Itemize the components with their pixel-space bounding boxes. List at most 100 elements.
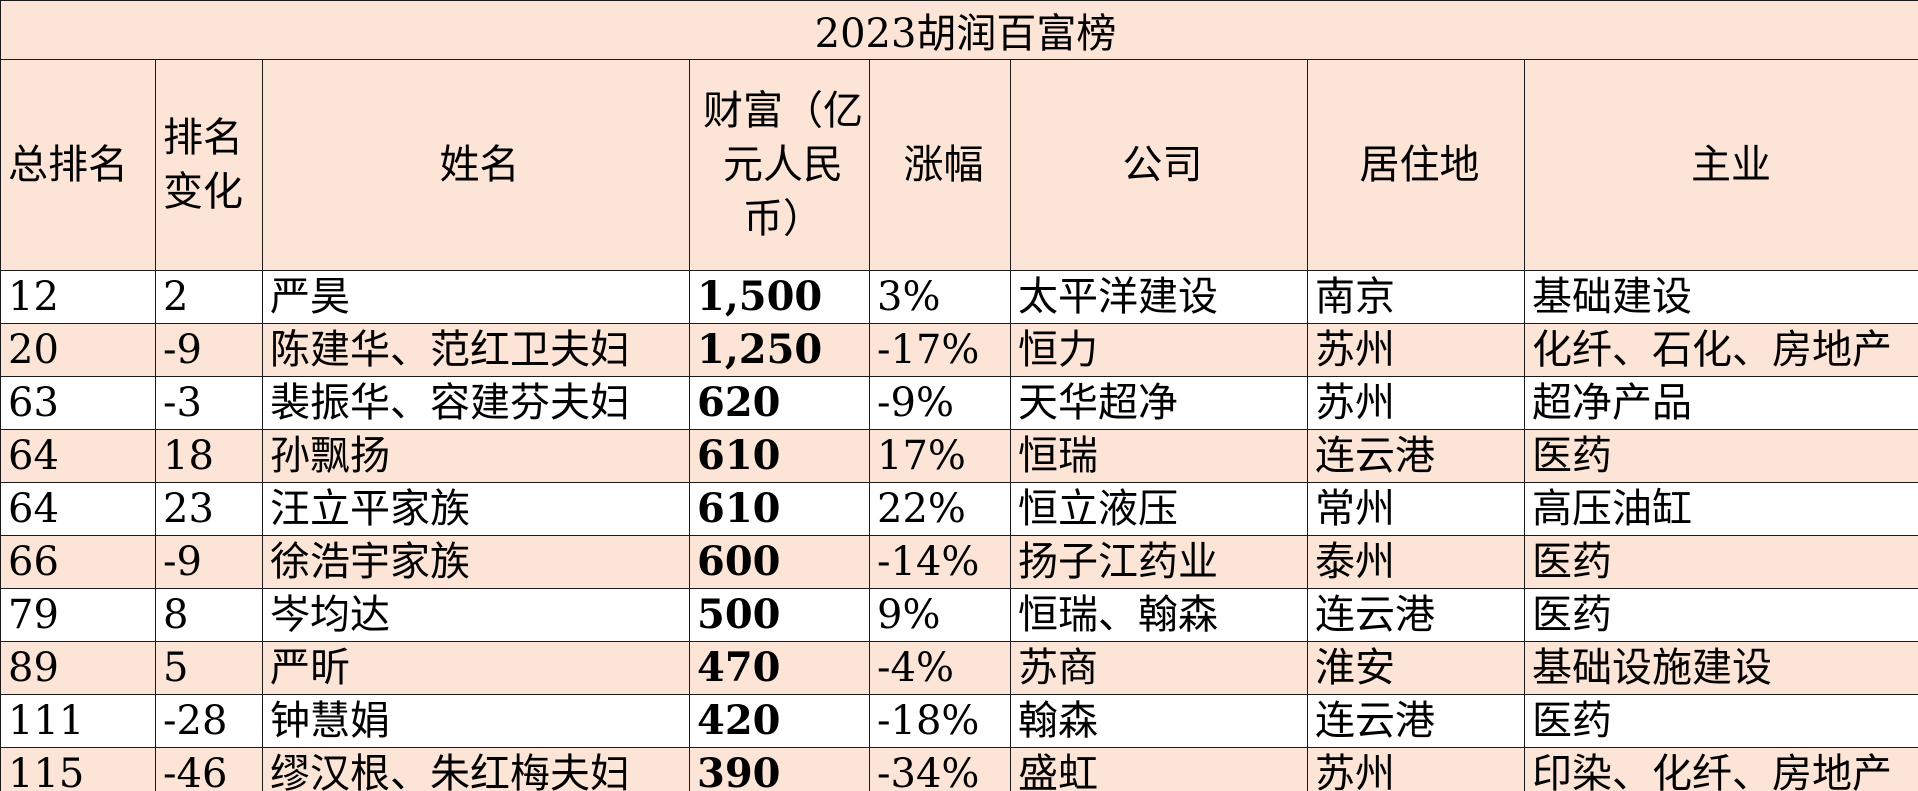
cell-company[interactable]: 恒力	[1010, 323, 1308, 377]
cell-wealth[interactable]: 620	[689, 376, 870, 430]
cell-change-pct[interactable]: 9%	[869, 588, 1011, 642]
cell-industry[interactable]: 医药	[1523, 588, 1918, 642]
cell-change-pct[interactable]: -17%	[869, 323, 1011, 377]
cell-company[interactable]: 盛虹	[1010, 747, 1308, 791]
cell-rank[interactable]: 64	[0, 482, 156, 536]
cell-change-pct[interactable]: -34%	[869, 747, 1011, 791]
cell-name[interactable]: 裴振华、容建芬夫妇	[262, 376, 690, 430]
cell-industry[interactable]: 医药	[1523, 694, 1918, 748]
title-row: 2023胡润百富榜	[0, 0, 1918, 60]
header-name[interactable]: 姓名	[262, 59, 690, 271]
cell-industry[interactable]: 化纤、石化、房地产	[1523, 323, 1918, 377]
table-row: 64 23 汪立平家族 610 22% 恒立液压 常州 高压油缸	[0, 482, 1918, 536]
cell-residence[interactable]: 连云港	[1307, 694, 1525, 748]
cell-industry[interactable]: 医药	[1523, 535, 1918, 589]
cell-change-pct[interactable]: 3%	[869, 270, 1011, 324]
cell-industry[interactable]: 基础建设	[1523, 270, 1918, 324]
cell-wealth[interactable]: 420	[689, 694, 870, 748]
cell-rank-change[interactable]: 8	[155, 588, 263, 642]
cell-rank-change[interactable]: -9	[155, 535, 263, 589]
cell-rank-change[interactable]: -9	[155, 323, 263, 377]
cell-wealth[interactable]: 390	[689, 747, 870, 791]
cell-company[interactable]: 恒瑞	[1010, 429, 1308, 483]
table-row: 115 -46 缪汉根、朱红梅夫妇 390 -34% 盛虹 苏州 印染、化纤、房…	[0, 747, 1918, 791]
cell-rank[interactable]: 89	[0, 641, 156, 695]
header-industry[interactable]: 主业	[1523, 59, 1918, 271]
cell-rank-change[interactable]: 2	[155, 270, 263, 324]
cell-change-pct[interactable]: -18%	[869, 694, 1011, 748]
cell-rank[interactable]: 63	[0, 376, 156, 430]
header-wealth[interactable]: 财富（亿元人民币）	[689, 59, 870, 271]
cell-residence[interactable]: 南京	[1307, 270, 1525, 324]
cell-residence[interactable]: 泰州	[1307, 535, 1525, 589]
cell-change-pct[interactable]: 17%	[869, 429, 1011, 483]
cell-rank-change[interactable]: 18	[155, 429, 263, 483]
cell-rank[interactable]: 79	[0, 588, 156, 642]
cell-industry[interactable]: 印染、化纤、房地产	[1523, 747, 1918, 791]
cell-change-pct[interactable]: -4%	[869, 641, 1011, 695]
cell-residence[interactable]: 苏州	[1307, 376, 1525, 430]
table-row: 64 18 孙飘扬 610 17% 恒瑞 连云港 医药	[0, 429, 1918, 483]
cell-company[interactable]: 扬子江药业	[1010, 535, 1308, 589]
cell-company[interactable]: 翰森	[1010, 694, 1308, 748]
cell-rank[interactable]: 66	[0, 535, 156, 589]
cell-rank-change[interactable]: 23	[155, 482, 263, 536]
cell-rank[interactable]: 12	[0, 270, 156, 324]
cell-industry[interactable]: 基础设施建设	[1523, 641, 1918, 695]
cell-change-pct[interactable]: -9%	[869, 376, 1011, 430]
cell-rank[interactable]: 20	[0, 323, 156, 377]
cell-name[interactable]: 孙飘扬	[262, 429, 690, 483]
cell-rank-change[interactable]: -28	[155, 694, 263, 748]
cell-name[interactable]: 陈建华、范红卫夫妇	[262, 323, 690, 377]
cell-wealth[interactable]: 600	[689, 535, 870, 589]
cell-rank[interactable]: 111	[0, 694, 156, 748]
cell-company[interactable]: 天华超净	[1010, 376, 1308, 430]
cell-name[interactable]: 汪立平家族	[262, 482, 690, 536]
cell-wealth[interactable]: 1,500	[689, 270, 870, 324]
cell-name[interactable]: 缪汉根、朱红梅夫妇	[262, 747, 690, 791]
cell-rank-change[interactable]: -3	[155, 376, 263, 430]
cell-name[interactable]: 严昊	[262, 270, 690, 324]
cell-residence[interactable]: 常州	[1307, 482, 1525, 536]
cell-residence[interactable]: 苏州	[1307, 323, 1525, 377]
cell-company[interactable]: 恒瑞、翰森	[1010, 588, 1308, 642]
header-company[interactable]: 公司	[1010, 59, 1308, 271]
header-rank[interactable]: 总排名	[0, 59, 156, 271]
cell-company[interactable]: 苏商	[1010, 641, 1308, 695]
cell-industry[interactable]: 高压油缸	[1523, 482, 1918, 536]
cell-name[interactable]: 岑均达	[262, 588, 690, 642]
cell-wealth[interactable]: 470	[689, 641, 870, 695]
header-change-pct[interactable]: 涨幅	[869, 59, 1011, 271]
cell-residence[interactable]: 苏州	[1307, 747, 1525, 791]
table-title[interactable]: 2023胡润百富榜	[0, 0, 1918, 60]
cell-residence[interactable]: 淮安	[1307, 641, 1525, 695]
cell-change-pct[interactable]: -14%	[869, 535, 1011, 589]
table-row: 79 8 岑均达 500 9% 恒瑞、翰森 连云港 医药	[0, 588, 1918, 642]
header-residence[interactable]: 居住地	[1307, 59, 1525, 271]
cell-rank-change[interactable]: 5	[155, 641, 263, 695]
header-rank-change[interactable]: 排名变化	[155, 59, 263, 271]
table-row: 111 -28 钟慧娟 420 -18% 翰森 连云港 医药	[0, 694, 1918, 748]
cell-name[interactable]: 钟慧娟	[262, 694, 690, 748]
cell-wealth[interactable]: 610	[689, 429, 870, 483]
cell-industry[interactable]: 医药	[1523, 429, 1918, 483]
cell-wealth[interactable]: 1,250	[689, 323, 870, 377]
cell-change-pct[interactable]: 22%	[869, 482, 1011, 536]
cell-name[interactable]: 严昕	[262, 641, 690, 695]
cell-residence[interactable]: 连云港	[1307, 588, 1525, 642]
cell-rank[interactable]: 115	[0, 747, 156, 791]
table-row: 66 -9 徐浩宇家族 600 -14% 扬子江药业 泰州 医药	[0, 535, 1918, 589]
cell-rank[interactable]: 64	[0, 429, 156, 483]
cell-company[interactable]: 恒立液压	[1010, 482, 1308, 536]
table-row: 12 2 严昊 1,500 3% 太平洋建设 南京 基础建设	[0, 270, 1918, 324]
table-row: 63 -3 裴振华、容建芬夫妇 620 -9% 天华超净 苏州 超净产品	[0, 376, 1918, 430]
cell-residence[interactable]: 连云港	[1307, 429, 1525, 483]
cell-industry[interactable]: 超净产品	[1523, 376, 1918, 430]
cell-wealth[interactable]: 610	[689, 482, 870, 536]
cell-company[interactable]: 太平洋建设	[1010, 270, 1308, 324]
cell-rank-change[interactable]: -46	[155, 747, 263, 791]
cell-wealth[interactable]: 500	[689, 588, 870, 642]
header-row: 总排名 排名变化 姓名 财富（亿元人民币） 涨幅 公司 居住地 主业	[0, 59, 1918, 271]
cell-name[interactable]: 徐浩宇家族	[262, 535, 690, 589]
